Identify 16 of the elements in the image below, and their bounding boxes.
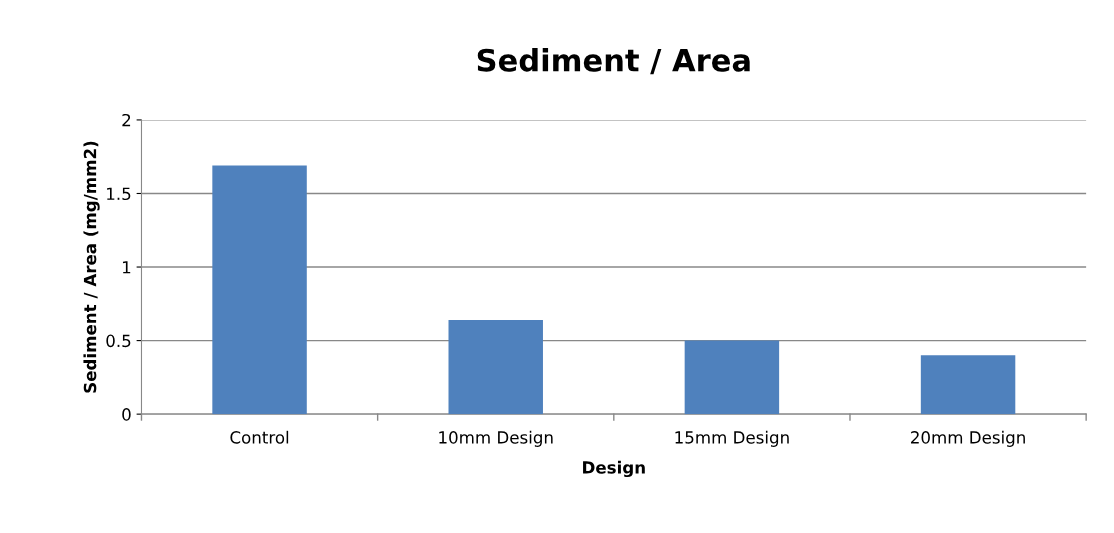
y-axis-title: Sediment / Area (mg/mm2)	[83, 141, 100, 393]
x-axis-title: Design	[583, 460, 645, 478]
x-tick-label: Control	[230, 430, 289, 444]
bar	[920, 355, 1016, 415]
y-tick-label: 2	[122, 113, 131, 127]
y-tick-label: 0.5	[106, 334, 131, 348]
bar	[448, 319, 543, 415]
y-tick-label: 0	[122, 408, 131, 421]
y-tick-label: 1.5	[107, 187, 131, 201]
x-tick-label: 10mm Design	[439, 430, 553, 447]
y-tick-label: 1	[122, 261, 131, 274]
x-tick-label: 15mm Design	[675, 430, 789, 447]
bar	[684, 340, 780, 415]
bar	[212, 165, 307, 415]
chart-title: Sediment / Area	[477, 48, 750, 75]
x-tick-label: 20mm Design	[911, 430, 1025, 447]
